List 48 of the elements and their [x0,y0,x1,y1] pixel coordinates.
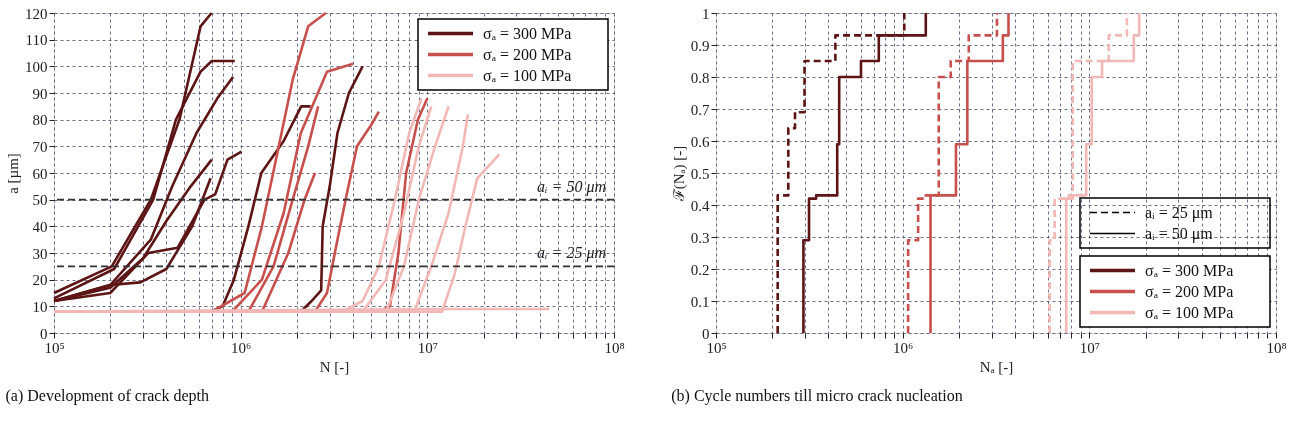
y-tick-label: 100 [25,58,48,75]
text: (a) Development of crack depth [5,387,209,405]
y-tick-label: 30 [32,245,48,262]
y-tick-label: 80 [32,112,48,129]
legend-label: σₐ = 300 MPa [1145,261,1234,279]
y-tick-label: 0.3 [690,229,710,246]
legend-label: σₐ = 200 MPa [483,45,572,63]
ref-line-label: aᵢ = 25 μm [537,244,606,263]
y-tick-label: 0.5 [690,165,710,182]
x-tick-label: 10⁵ [706,339,727,356]
legend-label: σₐ = 100 MPa [483,66,572,84]
x-tick-label: 10⁵ [44,339,65,356]
y-tick-label: 120 [25,5,48,22]
y-tick-label: 0 [40,325,48,342]
annotation: aᵢ = 25 μm [1145,203,1214,222]
y-tick-label: 10 [32,298,48,315]
y-tick-label: 110 [25,32,48,49]
y-axis-title: ℱ(Nₐ) [-] [670,145,688,203]
legend-label: σₐ = 100 MPa [1145,303,1234,321]
y-axis-title: a [µm] [5,153,21,194]
y-tick-label: 60 [32,165,48,182]
x-tick-label: 10⁸ [1266,339,1287,356]
x-axis-title: Nₐ [-] [979,358,1014,375]
ref-line-label: aᵢ = 50 μm [537,177,606,196]
y-tick-label: 0.9 [690,37,710,54]
annotation: aᵢ = 50 μm [1145,224,1214,243]
x-axis-title: N [-] [319,358,350,375]
y-tick-label: 0.8 [690,69,710,86]
y-tick-label: 0.1 [690,293,710,310]
y-tick-label: 40 [32,218,48,235]
text: (b) Cycle numbers till micro crack nucleation [671,387,963,405]
y-tick-label: 70 [32,138,48,155]
y-tick-label: 0.2 [690,261,710,278]
legend-label: σₐ = 200 MPa [1145,282,1234,300]
x-tick-label: 10⁸ [604,339,625,356]
y-tick-label: 0.4 [690,197,710,214]
x-tick-label: 10⁶ [893,339,914,356]
legend-label: σₐ = 300 MPa [483,24,572,42]
y-tick-label: 0 [702,325,710,342]
y-tick-label: 20 [32,272,48,289]
y-tick-label: 0.7 [690,101,710,118]
x-tick-label: 10⁷ [417,339,438,356]
y-tick-label: 1 [702,5,710,22]
x-tick-label: 10⁶ [231,339,252,356]
y-tick-label: 90 [32,85,48,102]
y-tick-label: 50 [32,192,48,209]
y-tick-label: 0.6 [690,133,710,150]
x-tick-label: 10⁷ [1079,339,1100,356]
